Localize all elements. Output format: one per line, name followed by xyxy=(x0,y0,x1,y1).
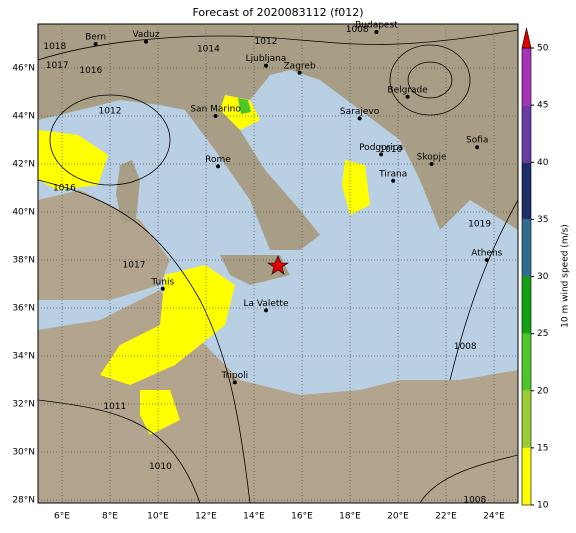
colorbar-segment xyxy=(522,48,531,106)
city-dot xyxy=(429,161,434,166)
colorbar-segment xyxy=(522,390,531,448)
x-tick-label: 20°E xyxy=(387,512,409,522)
colorbar-extend xyxy=(521,27,532,49)
city-label: Belgrade xyxy=(387,85,428,95)
colorbar-tick-label: 30 xyxy=(537,272,549,282)
map-background xyxy=(38,24,518,503)
city-label: Tirana xyxy=(378,169,407,179)
x-tick-label: 12°E xyxy=(195,512,217,522)
title: Forecast of 2020083112 (f012) xyxy=(192,6,363,19)
city-dot xyxy=(297,70,302,75)
city-dot xyxy=(216,164,220,169)
isobar-label: 1016 xyxy=(79,66,102,76)
city-dot xyxy=(357,116,362,121)
isobar-label: 1012 xyxy=(99,107,122,117)
colorbar-tick-label: 45 xyxy=(537,101,548,111)
isobar-label: 1018 xyxy=(43,42,66,52)
city-label: Sarajevo xyxy=(340,107,380,117)
city-label: Budapest xyxy=(355,20,398,30)
city-label: Athens xyxy=(471,248,502,258)
city-dot xyxy=(484,257,489,262)
city-dot xyxy=(160,286,165,291)
colorbar-tick-label: 50 xyxy=(537,44,549,54)
city-label: Bern xyxy=(85,32,106,42)
y-tick-label: 38°N xyxy=(12,255,35,265)
city-label: Tunis xyxy=(150,277,174,287)
isobar-label: 1014 xyxy=(197,44,220,54)
isobar-label: 1017 xyxy=(46,61,69,71)
x-tick-label: 18°E xyxy=(339,512,361,522)
isobar-label: 1011 xyxy=(103,402,126,412)
x-tick-label: 6°E xyxy=(54,512,70,522)
city-label: Podgorica xyxy=(359,143,403,153)
isobar-label: 1008 xyxy=(346,25,369,35)
colorbar-segment xyxy=(522,105,531,163)
y-tick-label: 30°N xyxy=(12,447,35,457)
city-label: San Marino xyxy=(190,104,241,114)
isobar-label: 1008 xyxy=(463,495,486,505)
x-tick-label: 16°E xyxy=(291,512,313,522)
y-tick-label: 44°N xyxy=(12,111,35,121)
colorbar-segment xyxy=(522,276,531,334)
colorbar-tick-label: 35 xyxy=(537,215,548,225)
isobar-label: 1008 xyxy=(454,342,477,352)
colorbar-segment xyxy=(522,447,531,505)
y-tick-label: 32°N xyxy=(12,399,35,409)
y-tick-label: 40°N xyxy=(12,207,35,217)
colorbar-tick-label: 15 xyxy=(537,443,548,453)
colorbar-segment xyxy=(522,162,531,220)
city-dot xyxy=(264,63,268,68)
city-label: Skopje xyxy=(417,152,447,162)
city-dot xyxy=(93,41,98,46)
colorbar-segment xyxy=(522,219,531,277)
city-dot xyxy=(264,308,268,313)
x-tick-label: 14°E xyxy=(243,512,265,522)
colorbar-tick-label: 20 xyxy=(537,386,549,396)
isobar-label: 1012 xyxy=(255,37,278,47)
y-tick-label: 28°N xyxy=(12,495,35,505)
isobar-label: 1019 xyxy=(468,219,491,229)
city-label: Zagreb xyxy=(284,61,316,71)
city-label: Ljubljana xyxy=(246,54,287,64)
city-label: Rome xyxy=(205,155,231,165)
city-dot xyxy=(379,152,384,157)
city-dot xyxy=(232,380,237,385)
x-tick-label: 22°E xyxy=(435,512,457,522)
city-label: Sofia xyxy=(466,136,488,146)
map-frame xyxy=(37,23,519,504)
city-label: La Valette xyxy=(244,299,289,309)
colorbar-tick-label: 25 xyxy=(537,329,548,339)
city-dot xyxy=(144,39,148,44)
city-dot xyxy=(405,94,410,99)
city-label: Vaduz xyxy=(132,30,159,40)
city-dot xyxy=(213,113,218,118)
city-dot xyxy=(374,29,379,34)
x-tick-label: 10°E xyxy=(147,512,169,522)
y-tick-label: 36°N xyxy=(12,303,35,313)
x-tick-label: 8°E xyxy=(102,512,118,522)
center-star xyxy=(267,255,289,275)
y-tick-label: 42°N xyxy=(12,159,35,169)
city-dot xyxy=(391,178,396,183)
colorbar-tick-label: 40 xyxy=(537,158,549,168)
colorbar-label: 10 m wind speed (m/s) xyxy=(561,224,571,328)
y-tick-label: 46°N xyxy=(12,63,35,73)
isobar-label: 1010 xyxy=(379,145,402,155)
city-label: Tripoli xyxy=(220,371,248,381)
city-dot xyxy=(475,145,480,150)
colorbar-segment xyxy=(522,333,531,391)
isobar-label: 1017 xyxy=(123,260,146,270)
y-tick-label: 34°N xyxy=(12,351,35,361)
isobar-label: 1010 xyxy=(149,462,172,472)
x-tick-label: 24°E xyxy=(483,512,505,522)
colorbar-tick-label: 10 xyxy=(537,501,549,511)
isobar-label: 1016 xyxy=(53,183,76,193)
